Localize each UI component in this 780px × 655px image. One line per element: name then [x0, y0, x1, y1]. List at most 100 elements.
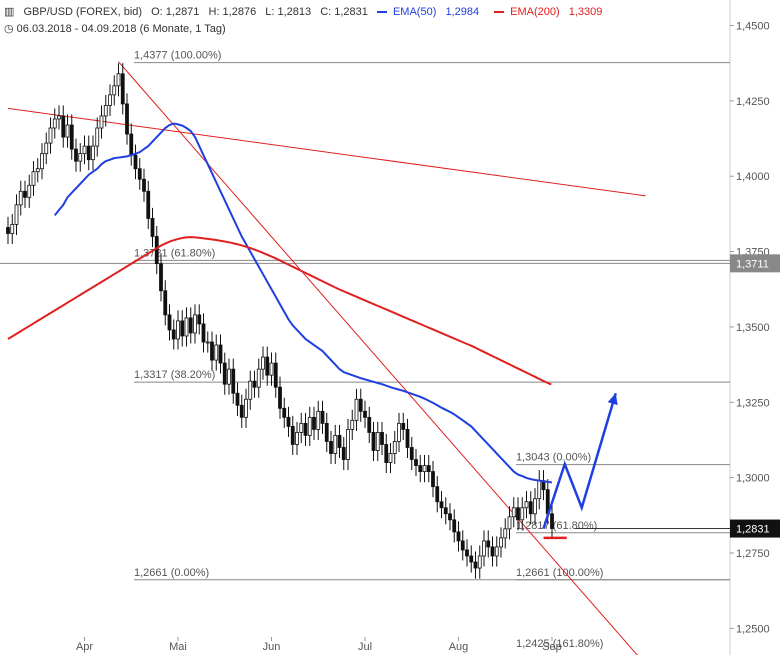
candle-body — [490, 546, 495, 557]
candle-body — [380, 432, 384, 445]
candle-body — [273, 362, 278, 388]
candle-body — [346, 429, 350, 460]
candle-body — [499, 537, 503, 548]
candle-body — [35, 168, 40, 173]
candle-body — [439, 501, 444, 509]
candle-body — [65, 124, 70, 138]
candle-body — [312, 416, 316, 430]
ema50-label: EMA(50) — [392, 6, 437, 18]
candle-body — [6, 227, 10, 234]
candle-body — [269, 362, 274, 376]
candle-body — [14, 204, 19, 225]
candle-body — [193, 314, 197, 334]
x-tick-label: Aug — [449, 641, 469, 653]
candle-body — [125, 103, 129, 135]
date-range-row: ◷ 06.03.2018 - 04.09.2018 (6 Monate, 1 T… — [4, 22, 226, 35]
ema50-value: 1,2984 — [445, 6, 480, 18]
candle-body — [171, 329, 176, 340]
ema200-line — [7, 236, 552, 386]
candle-body — [133, 154, 138, 170]
projection-arrowhead — [607, 393, 618, 406]
candle-body — [456, 531, 461, 542]
candle-body — [358, 398, 363, 412]
candle-body — [214, 344, 219, 361]
candle-body — [180, 320, 185, 337]
clock-icon: ◷ — [4, 23, 14, 35]
candle-body — [290, 425, 295, 445]
candle-body — [460, 540, 465, 551]
y-tick-label: 1,3250 — [736, 397, 770, 409]
candle-body — [57, 115, 61, 120]
candle-body — [367, 416, 372, 433]
y-tick-label: 1,2500 — [736, 623, 770, 635]
candle-body — [418, 465, 423, 472]
candle-body — [210, 341, 214, 361]
candle-body — [477, 555, 482, 569]
candle-body — [533, 498, 537, 515]
candle-body — [252, 380, 257, 388]
candle-body — [337, 435, 342, 448]
candle-body — [86, 145, 91, 161]
candle-body — [239, 404, 244, 418]
current-price-label: 1,2831 — [736, 524, 770, 536]
candle-body — [91, 145, 95, 161]
candle-body — [142, 178, 146, 192]
candle-body — [482, 540, 486, 557]
fib-level-label: 1,2661 (100.00%) — [516, 567, 603, 579]
candle-body — [520, 507, 525, 521]
candle-body — [222, 362, 227, 385]
x-tick-label: Mai — [169, 641, 187, 653]
candle-body — [414, 459, 418, 466]
candle-body — [137, 168, 142, 180]
x-tick-label: Jul — [358, 641, 372, 653]
y-tick-label: 1,2750 — [736, 548, 770, 560]
candle-body — [150, 218, 155, 237]
candle-body — [99, 115, 104, 129]
date-range: 06.03.2018 - 04.09.2018 — [16, 23, 137, 35]
y-tick-label: 1,3500 — [736, 322, 770, 334]
candle-body — [550, 513, 554, 529]
ema200-label: EMA(200) — [510, 6, 560, 18]
candle-body — [431, 471, 435, 488]
candle-body — [48, 127, 53, 144]
x-tick-label: Jun — [263, 641, 281, 653]
candle-body — [78, 153, 83, 162]
candle-body — [316, 410, 321, 430]
candle-body — [27, 184, 32, 198]
candlestick-icon: ▥ — [4, 6, 15, 18]
fib-level-label: 1,3721 (61.80%) — [134, 247, 215, 259]
candle-body — [388, 453, 393, 463]
candle-body — [52, 118, 57, 129]
candle-body — [392, 441, 397, 454]
candle-body — [375, 432, 380, 451]
candle-body — [197, 314, 202, 325]
candle-body — [295, 432, 299, 445]
candle-body — [112, 85, 117, 96]
y-tick-label: 1,4250 — [736, 96, 770, 108]
candle-body — [235, 392, 240, 406]
candle-body — [503, 528, 508, 539]
x-tick-label: Apr — [76, 641, 93, 653]
current-price-box — [730, 519, 780, 538]
candle-body — [516, 507, 520, 521]
close-value: C: 1,2831 — [320, 6, 368, 18]
candle-body — [44, 142, 49, 155]
y-tick-label: 1,4000 — [736, 171, 770, 183]
candle-body — [18, 190, 23, 206]
candle-body — [528, 501, 533, 515]
open-value: O: 1,2871 — [151, 6, 200, 18]
candle-body — [154, 236, 159, 265]
candle-body — [486, 540, 491, 548]
candle-body — [31, 171, 36, 186]
candle-body — [354, 398, 359, 421]
ema200-legend: EMA(200) 1,3309 — [494, 6, 608, 18]
candle-body — [324, 422, 329, 442]
candle-body — [248, 380, 253, 400]
candle-body — [218, 344, 223, 364]
candle-body — [167, 314, 172, 331]
candle-body — [320, 410, 325, 424]
candle-body — [146, 190, 151, 219]
candle-body — [494, 546, 499, 557]
candle-body — [82, 145, 87, 155]
